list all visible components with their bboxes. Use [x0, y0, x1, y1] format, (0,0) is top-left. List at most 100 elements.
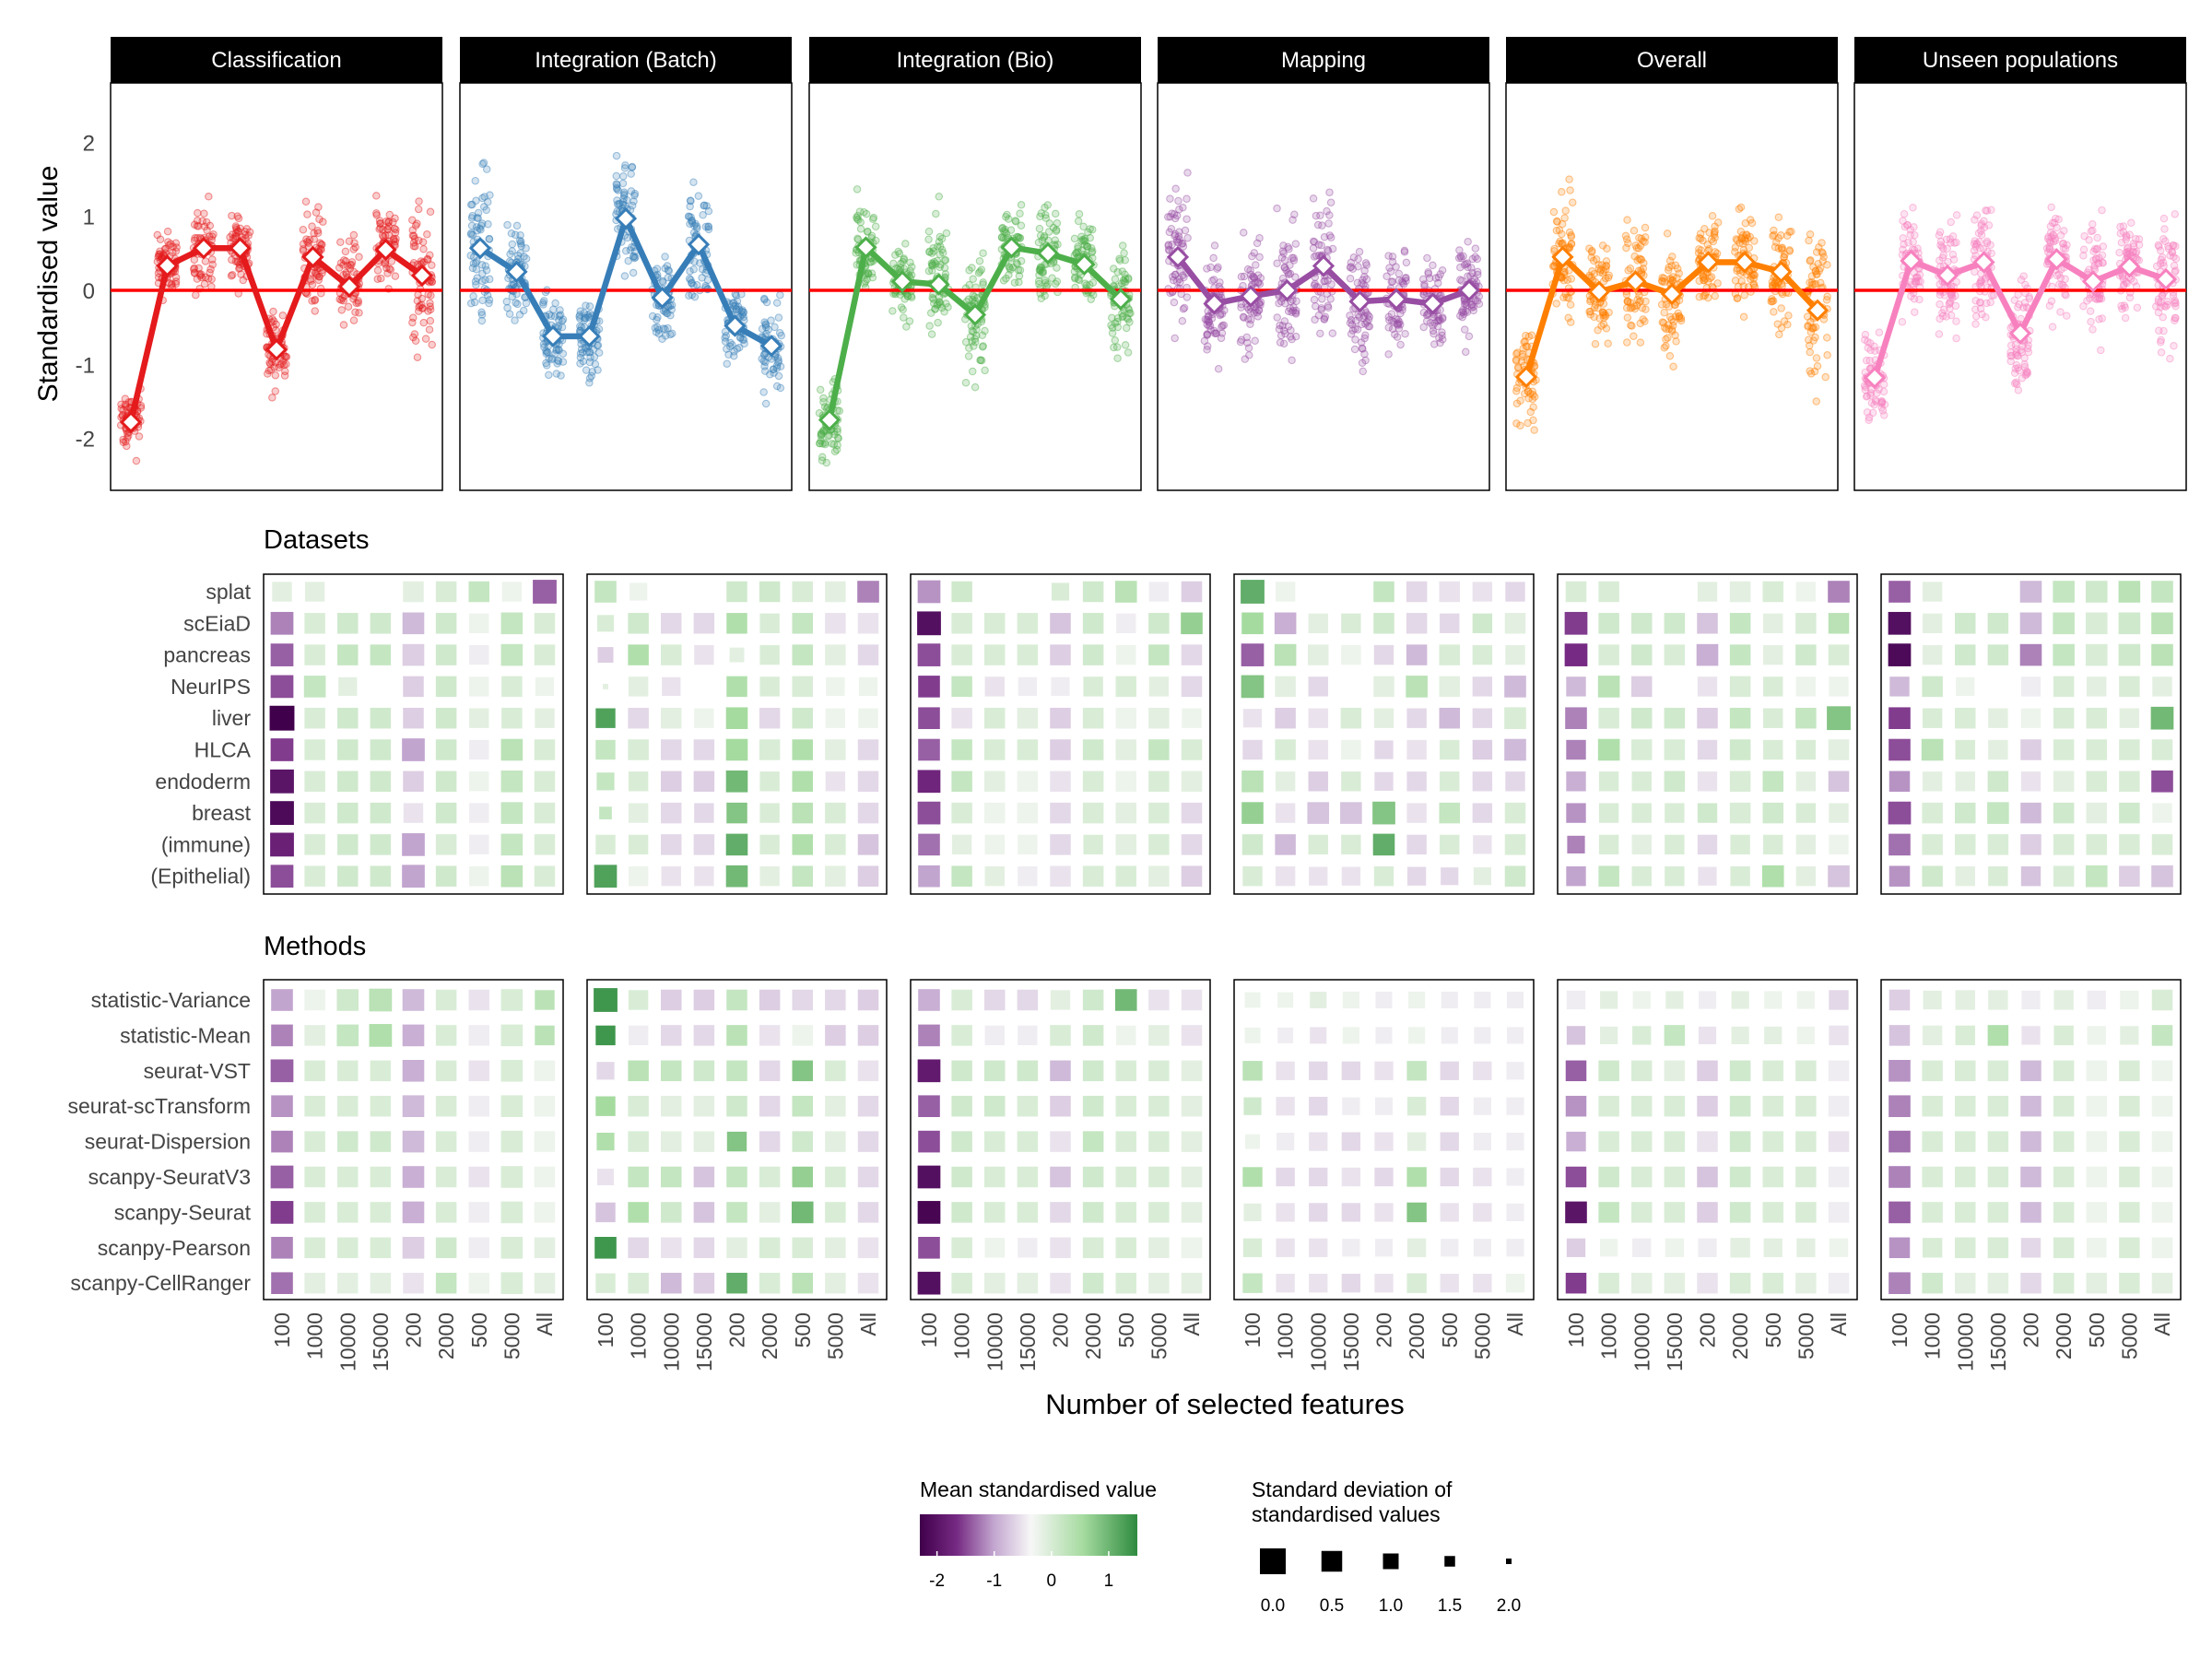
heatmap-cell [951, 865, 972, 887]
scatter-point [556, 311, 565, 319]
heatmap-cell [2020, 1095, 2041, 1117]
scatter-point [975, 257, 984, 265]
scatter-point [661, 325, 669, 334]
heatmap-cell [435, 1166, 457, 1188]
heatmap-cell [1631, 676, 1653, 698]
heatmap-cell [1888, 1272, 1911, 1294]
scatter-point [1359, 367, 1368, 376]
scatter-point [1210, 241, 1219, 250]
heatmap-cell [435, 1095, 457, 1117]
scatter-point [1880, 411, 1888, 419]
heatmap-cell [270, 801, 294, 825]
heatmap-cell [1275, 582, 1296, 602]
scatter-point [1121, 341, 1130, 349]
scatter-point [337, 306, 346, 314]
scatter-point [1311, 315, 1319, 324]
heatmap-cell [693, 1202, 715, 1223]
heatmap-cell [1600, 1026, 1618, 1044]
scatter-point [513, 300, 522, 309]
scatter-point [1398, 306, 1406, 314]
x-tick-label: 2000 [2052, 1312, 2076, 1359]
heatmap-cell [1275, 866, 1296, 887]
heatmap-cell [469, 834, 489, 855]
scatter-point [168, 279, 176, 288]
heatmap-cell [1341, 1167, 1361, 1187]
scatter-point [1785, 247, 1794, 255]
x-tick-label: 1000 [1921, 1312, 1945, 1359]
scatter-point [1464, 238, 1472, 246]
scatter-point [227, 271, 236, 280]
heatmap-cell [2053, 802, 2075, 824]
scatter-point [1668, 253, 1677, 261]
scatter-point [1630, 226, 1639, 235]
x-tick-label: 200 [402, 1312, 426, 1347]
method-row-label: statistic-Mean [120, 1023, 251, 1047]
heatmap-cell [1600, 1239, 1618, 1257]
heatmap-cell [1274, 612, 1297, 635]
heatmap-cell [1763, 1238, 1783, 1257]
scatter-point [373, 275, 382, 283]
heatmap-cell [1828, 1202, 1850, 1223]
scatter-point [339, 296, 347, 305]
scatter-point [1623, 313, 1632, 322]
scatter-point [1253, 239, 1262, 248]
heatmap-cell [1955, 1025, 1975, 1046]
scatter-point [1952, 211, 1961, 219]
heatmap-cell [857, 1237, 879, 1259]
heatmap-cell [1309, 1132, 1328, 1151]
heatmap-cell [370, 739, 392, 760]
heatmap-cell [1375, 991, 1393, 1009]
scatter-point [2171, 296, 2179, 305]
heatmap-cell [402, 1060, 425, 1082]
heatmap-cell [1955, 802, 1976, 824]
heatmap-cell [270, 832, 294, 857]
scatter-point [341, 257, 350, 265]
heatmap-cell [628, 1095, 649, 1117]
heatmap-facet [263, 979, 564, 1300]
heatmap-cell [1795, 1202, 1817, 1223]
scatter-point [156, 250, 164, 258]
scatter-point [346, 261, 355, 269]
heatmap-cell [1082, 771, 1104, 793]
heatmap-cell [1922, 1272, 1943, 1294]
x-tick-label: 200 [2019, 1312, 2043, 1347]
heatmap-cell [694, 644, 714, 665]
scatter-point [164, 238, 172, 246]
scatter-point [352, 299, 360, 308]
x-tick-label: 500 [1438, 1312, 1462, 1347]
scatter-point [335, 295, 344, 304]
scatter-point [228, 255, 236, 265]
scatter-point [621, 247, 630, 255]
heatmap-cell [1631, 644, 1653, 665]
heatmap-cell [369, 988, 393, 1012]
scatter-point [766, 371, 774, 379]
scatter-point [941, 270, 950, 278]
heatmap-cell [500, 612, 524, 635]
heatmap-cell [1795, 677, 1817, 697]
scatter-point [1740, 291, 1748, 300]
scatter-point [391, 237, 400, 246]
scatter-point [241, 230, 250, 240]
scatter-point [349, 230, 359, 240]
scatter-point [2079, 301, 2088, 311]
scatter-point [1783, 231, 1792, 241]
scatter-point [687, 276, 695, 285]
scatter-point [830, 447, 840, 456]
heatmap-cell [1308, 613, 1328, 633]
scatter-point [1559, 293, 1568, 302]
method-row-label: scanpy-SeuratV3 [88, 1165, 251, 1189]
heatmap-cell [628, 644, 649, 665]
scatter-point [1602, 262, 1610, 271]
scatter-point [516, 249, 524, 257]
heatmap-cell [1922, 802, 1943, 824]
heatmap-cell [469, 644, 489, 665]
x-tick-label: 1000 [1274, 1312, 1298, 1359]
scatter-point [423, 230, 431, 239]
heatmap-cell [1017, 707, 1039, 729]
scatter-point [1075, 209, 1084, 218]
dataset-row-label: scEiaD [183, 611, 251, 635]
heatmap-cell [534, 1166, 556, 1188]
scatter-point [1182, 194, 1191, 204]
scatter-point [1806, 255, 1815, 265]
scatter-point [1988, 291, 1996, 300]
